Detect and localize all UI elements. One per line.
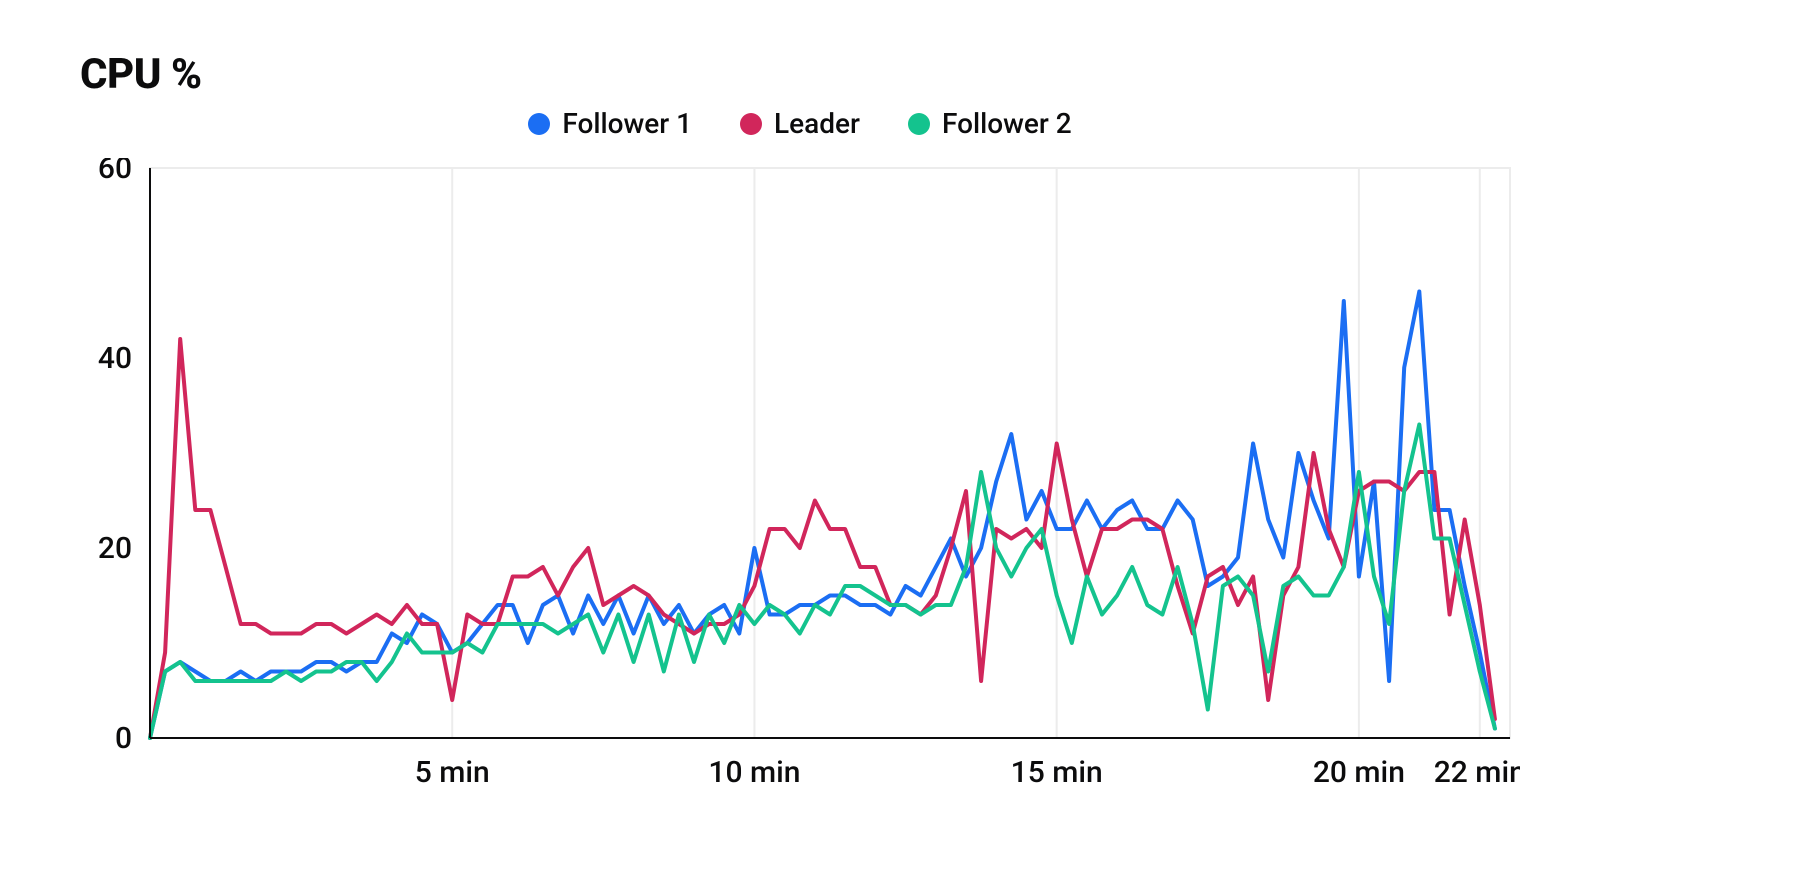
y-tick-label: 0 [115,721,132,756]
y-tick-label: 20 [98,531,132,566]
legend-label: Leader [774,107,860,140]
series-line-follower-2 [150,425,1495,739]
x-tick-label: 15 min [1011,755,1103,790]
legend-label: Follower 1 [562,107,692,140]
series-line-leader [150,339,1495,738]
x-tick-label: 10 min [708,755,800,790]
legend-item-leader: Leader [740,107,860,140]
legend-dot-icon [908,113,930,135]
y-tick-label: 60 [98,158,132,186]
legend-label: Follower 2 [942,107,1072,140]
legend-dot-icon [528,113,550,135]
x-tick-label: 20 min [1313,755,1405,790]
x-tick-label: 22 min [1434,755,1520,790]
legend: Follower 1 Leader Follower 2 [80,107,1520,140]
x-tick-label: 5 min [415,755,490,790]
chart-title: CPU % [80,50,1520,99]
legend-dot-icon [740,113,762,135]
legend-item-follower-2: Follower 2 [908,107,1072,140]
line-chart: 0 20 40 60 5 min 10 min 15 min 20 min 22 min [80,158,1520,798]
y-tick-label: 40 [98,341,132,376]
plot-border [150,168,1510,738]
chart-area: 0 20 40 60 5 min 10 min 15 min 20 min 22 min [80,158,1520,802]
legend-item-follower-1: Follower 1 [528,107,692,140]
